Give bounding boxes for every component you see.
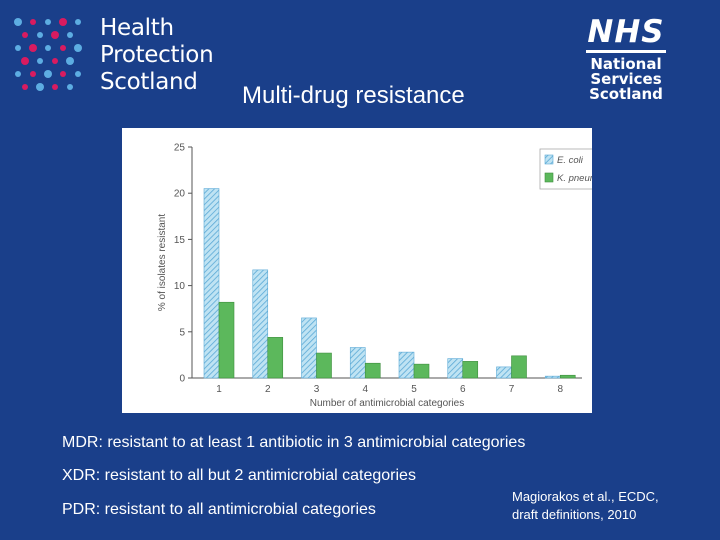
chart-panel: 0 5 10 15 20 25 % of isolates resistant 1 2 3 4 5 6 7…: [122, 128, 592, 413]
logo-dot: [30, 71, 36, 77]
x-axis-label: Number of antimicrobial categories: [310, 398, 465, 409]
nhs-logo-block: NHS National Services Scotland: [580, 14, 672, 102]
logo-dot: [37, 58, 43, 64]
nhs-org-name: National Services Scotland: [580, 57, 672, 102]
logo-dot: [60, 45, 66, 51]
y-axis-label: % of isolates resistant: [157, 214, 168, 311]
bar-ecoli: [544, 375, 561, 379]
legend-label: E. coli: [557, 155, 584, 166]
bar-ecoli: [398, 351, 415, 379]
bar-kpneum: [559, 374, 576, 379]
x-tick-label: 7: [509, 384, 515, 395]
x-tick-label: 4: [362, 384, 368, 395]
bar-kpneum: [364, 362, 381, 379]
hps-word-2: Protection: [100, 42, 214, 68]
citation: Magiorakos et al., ECDC, draft definitio…: [512, 488, 659, 524]
y-tick-label: 5: [179, 327, 185, 338]
bar-ecoli: [349, 347, 366, 379]
logo-dot: [30, 19, 36, 25]
bar-kpneum: [511, 355, 527, 379]
bar-chart: 0 5 10 15 20 25 % of isolates resistant 1 2 3 4 5 6 7…: [157, 143, 592, 409]
logo-dot: [67, 32, 73, 38]
bar-ecoli: [252, 269, 269, 379]
logo-dot: [52, 84, 58, 90]
hps-word-3: Scotland: [100, 69, 198, 95]
y-tick-label: 15: [174, 235, 186, 246]
logo-dot: [22, 84, 28, 90]
bar-ecoli: [203, 188, 220, 379]
logo-dot: [66, 57, 74, 65]
bar-ecoli: [496, 366, 512, 379]
legend-swatch: [544, 172, 554, 183]
logo-dot: [22, 32, 28, 38]
nhs-org-word-3: Scotland: [589, 85, 663, 103]
y-tick-label: 0: [179, 374, 185, 385]
y-tick-label: 20: [174, 189, 186, 200]
logo-dot: [75, 19, 81, 25]
logo-dot: [51, 31, 59, 39]
logo-dot: [74, 44, 82, 52]
logo-dot: [15, 45, 21, 51]
bar-kpneum: [218, 301, 235, 379]
logo-dot: [60, 71, 66, 77]
logo-dot: [15, 71, 21, 77]
bar-kpneum: [413, 363, 430, 379]
bar-kpneum: [267, 337, 284, 379]
nhs-logo-rule: [586, 50, 666, 53]
legend-swatch: [544, 154, 554, 165]
note-pdr: PDR: resistant to all antimicrobial cate…: [62, 501, 376, 518]
logo-dot: [37, 32, 43, 38]
logo-dot: [29, 44, 37, 52]
nhs-org-word-2: Services: [590, 70, 662, 88]
logo-dot: [36, 83, 44, 91]
slide-title: Multi-drug resistance: [242, 82, 465, 109]
logo-dot: [52, 58, 58, 64]
legend-label: K. pneum: [557, 173, 592, 184]
logo-dot: [14, 18, 22, 26]
y-tick-label: 25: [174, 143, 186, 154]
y-tick-label: 10: [174, 281, 186, 292]
citation-line-2: draft definitions, 2010: [512, 507, 637, 522]
logo-dot: [45, 19, 51, 25]
citation-line-1: Magiorakos et al., ECDC,: [512, 489, 659, 504]
x-tick-label: 1: [216, 384, 222, 395]
note-mdr: MDR: resistant to at least 1 antibiotic …: [62, 434, 526, 451]
logo-dot: [45, 45, 51, 51]
x-tick-label: 8: [557, 384, 563, 395]
logo-dot: [75, 71, 81, 77]
hps-word-1: Health: [100, 15, 174, 41]
logo-dot: [67, 84, 73, 90]
x-tick-label: 2: [265, 384, 271, 395]
logo-dot: [21, 57, 29, 65]
hps-dot-logo: [14, 18, 82, 91]
x-tick-label: 6: [460, 384, 466, 395]
bar-kpneum: [462, 361, 479, 379]
logo-dot: [44, 70, 52, 78]
logo-dot: [59, 18, 67, 26]
bar-ecoli: [447, 358, 464, 379]
x-tick-label: 3: [314, 384, 320, 395]
x-tick-label: 5: [411, 384, 417, 395]
bar-kpneum: [316, 352, 332, 379]
hps-wordmark: Health Protection Scotland: [100, 15, 214, 96]
nhs-logo: NHS: [587, 14, 665, 50]
nhs-org-word-1: National: [590, 55, 662, 73]
note-xdr: XDR: resistant to all but 2 antimicrobia…: [62, 467, 416, 484]
bar-ecoli: [301, 317, 317, 379]
